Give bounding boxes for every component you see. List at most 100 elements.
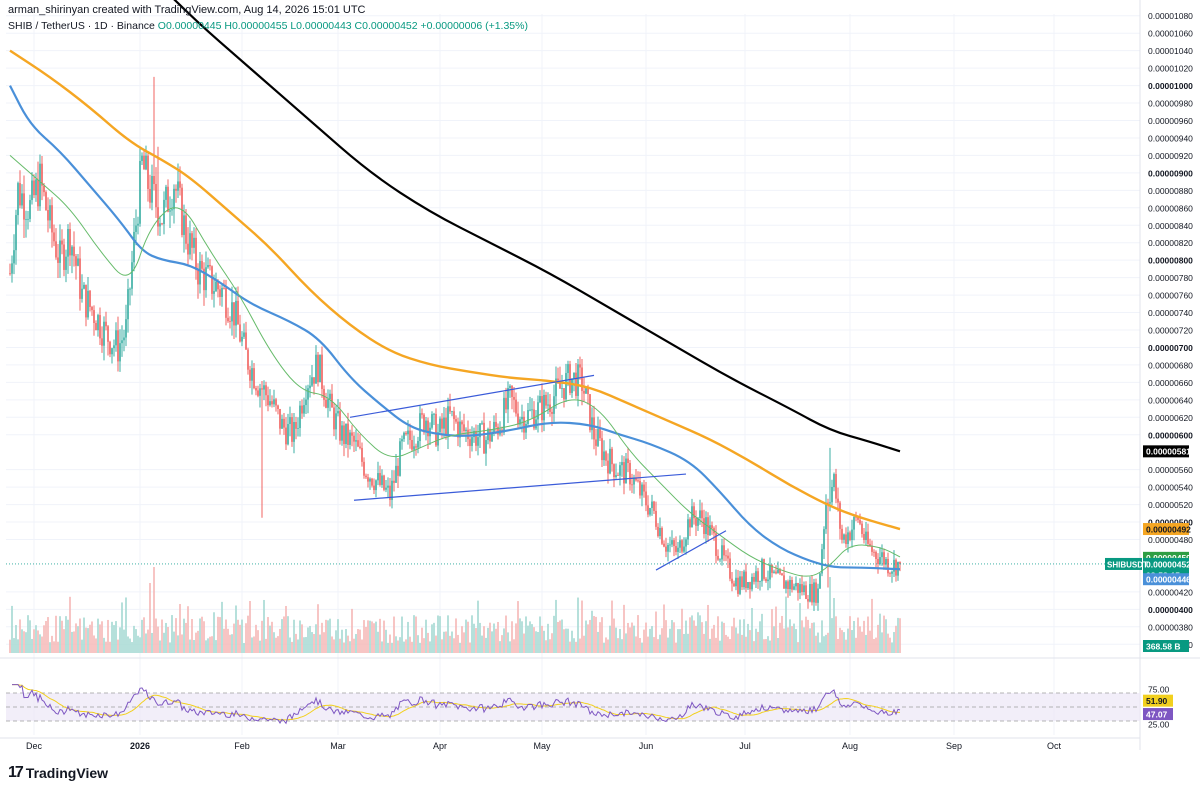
candle-body [569, 364, 571, 393]
trendline-channel-lower[interactable] [353, 473, 687, 501]
volume-bar [465, 619, 467, 653]
candle [299, 400, 301, 437]
moving-average-ma200 [173, 0, 901, 453]
volume-bar [661, 628, 663, 653]
candle [53, 224, 55, 247]
volume-bar [293, 619, 295, 653]
candles[interactable] [9, 76, 901, 611]
candle-body [627, 458, 629, 463]
volume-bar [587, 624, 589, 653]
candle [321, 346, 323, 398]
volume-bar [593, 616, 595, 653]
volume-bar [449, 635, 451, 653]
volume-bar [499, 641, 501, 653]
candle [673, 537, 675, 557]
volume-bar [519, 618, 521, 653]
candle [141, 152, 143, 165]
candle-body [183, 215, 185, 235]
candle [681, 539, 683, 554]
grid [6, 14, 1140, 735]
candle [663, 540, 665, 548]
price-tick-label: 0.00000600 [1148, 430, 1193, 440]
candle-body [803, 585, 805, 593]
price-tick-label: 0.00000540 [1148, 483, 1193, 493]
trendline-flag-line[interactable] [655, 530, 727, 571]
candle [439, 416, 441, 435]
volume-bar [777, 637, 779, 653]
candle [49, 199, 51, 229]
candle [295, 416, 297, 440]
candle-body [873, 551, 875, 553]
candle [639, 471, 641, 499]
candle-body [455, 419, 457, 422]
volume-bar [539, 616, 541, 653]
candle [23, 175, 25, 238]
volume-bar [425, 619, 427, 653]
candle-body [505, 397, 507, 410]
candle [375, 479, 377, 498]
volume-bar [145, 633, 147, 653]
candle [313, 377, 315, 395]
volume-bar [787, 627, 789, 653]
volume-bar [529, 621, 531, 653]
candle-body [237, 300, 239, 325]
candle [449, 393, 451, 415]
symbol-tag: SHIBUSDT [1107, 560, 1148, 569]
candle-body [369, 478, 371, 482]
candle-body [461, 421, 463, 425]
symbol-header: SHIB / TetherUS · 1D · Binance O0.000004… [8, 20, 528, 32]
candle [353, 431, 355, 453]
tradingview-brand[interactable]: 17 TradingView [8, 764, 108, 782]
volume-bar [21, 629, 23, 653]
volume-bar [443, 631, 445, 653]
candle-body [473, 430, 475, 438]
volume-bar [23, 631, 25, 653]
time-axis[interactable]: Dec 2026 Feb Mar Apr May Jun Jul Aug Sep Oct [26, 741, 1062, 751]
volume-bar [305, 637, 307, 653]
candle [195, 228, 197, 280]
trendline-channel-upper[interactable] [349, 374, 595, 418]
candle [399, 437, 401, 477]
volume-bar [315, 624, 317, 653]
candle-body [53, 232, 55, 242]
candle-body [833, 474, 835, 488]
volume-bar [857, 617, 859, 653]
candle [135, 209, 137, 246]
candle-body [489, 428, 491, 442]
candle-body [747, 582, 749, 589]
volume-bar [625, 633, 627, 653]
candle [675, 536, 677, 556]
volume-bar [551, 633, 553, 653]
candle-body [475, 430, 477, 446]
candle-body [623, 462, 625, 484]
volume-bar [505, 615, 507, 653]
candle-body [703, 518, 705, 535]
candle-body [87, 290, 89, 318]
candle [31, 172, 33, 205]
candle [139, 148, 141, 227]
volume-bar [797, 642, 799, 653]
volume-bar [215, 640, 217, 653]
volume-bar [121, 602, 123, 653]
moving-average-ma20 [9, 155, 901, 577]
candle-body [33, 180, 35, 196]
candle-body [787, 581, 789, 590]
price-label-text: 368.58 B [1146, 641, 1181, 651]
candle-body [211, 266, 213, 294]
volume-bar [875, 637, 877, 653]
volume-bar [867, 616, 869, 653]
volume-bar [555, 599, 557, 653]
candle-body [543, 394, 545, 421]
volume-bar [59, 616, 61, 653]
volume-bar [131, 642, 133, 653]
rsi-pane[interactable]: 75.00 25.00 51.90 47.07 [0, 657, 1200, 730]
volume-bar [389, 634, 391, 653]
candle [561, 374, 563, 399]
candle [243, 323, 245, 340]
candle [591, 407, 593, 440]
volume-bar [107, 619, 109, 653]
candle [429, 422, 431, 446]
volume-bar [411, 641, 413, 653]
candle-body [303, 405, 305, 414]
